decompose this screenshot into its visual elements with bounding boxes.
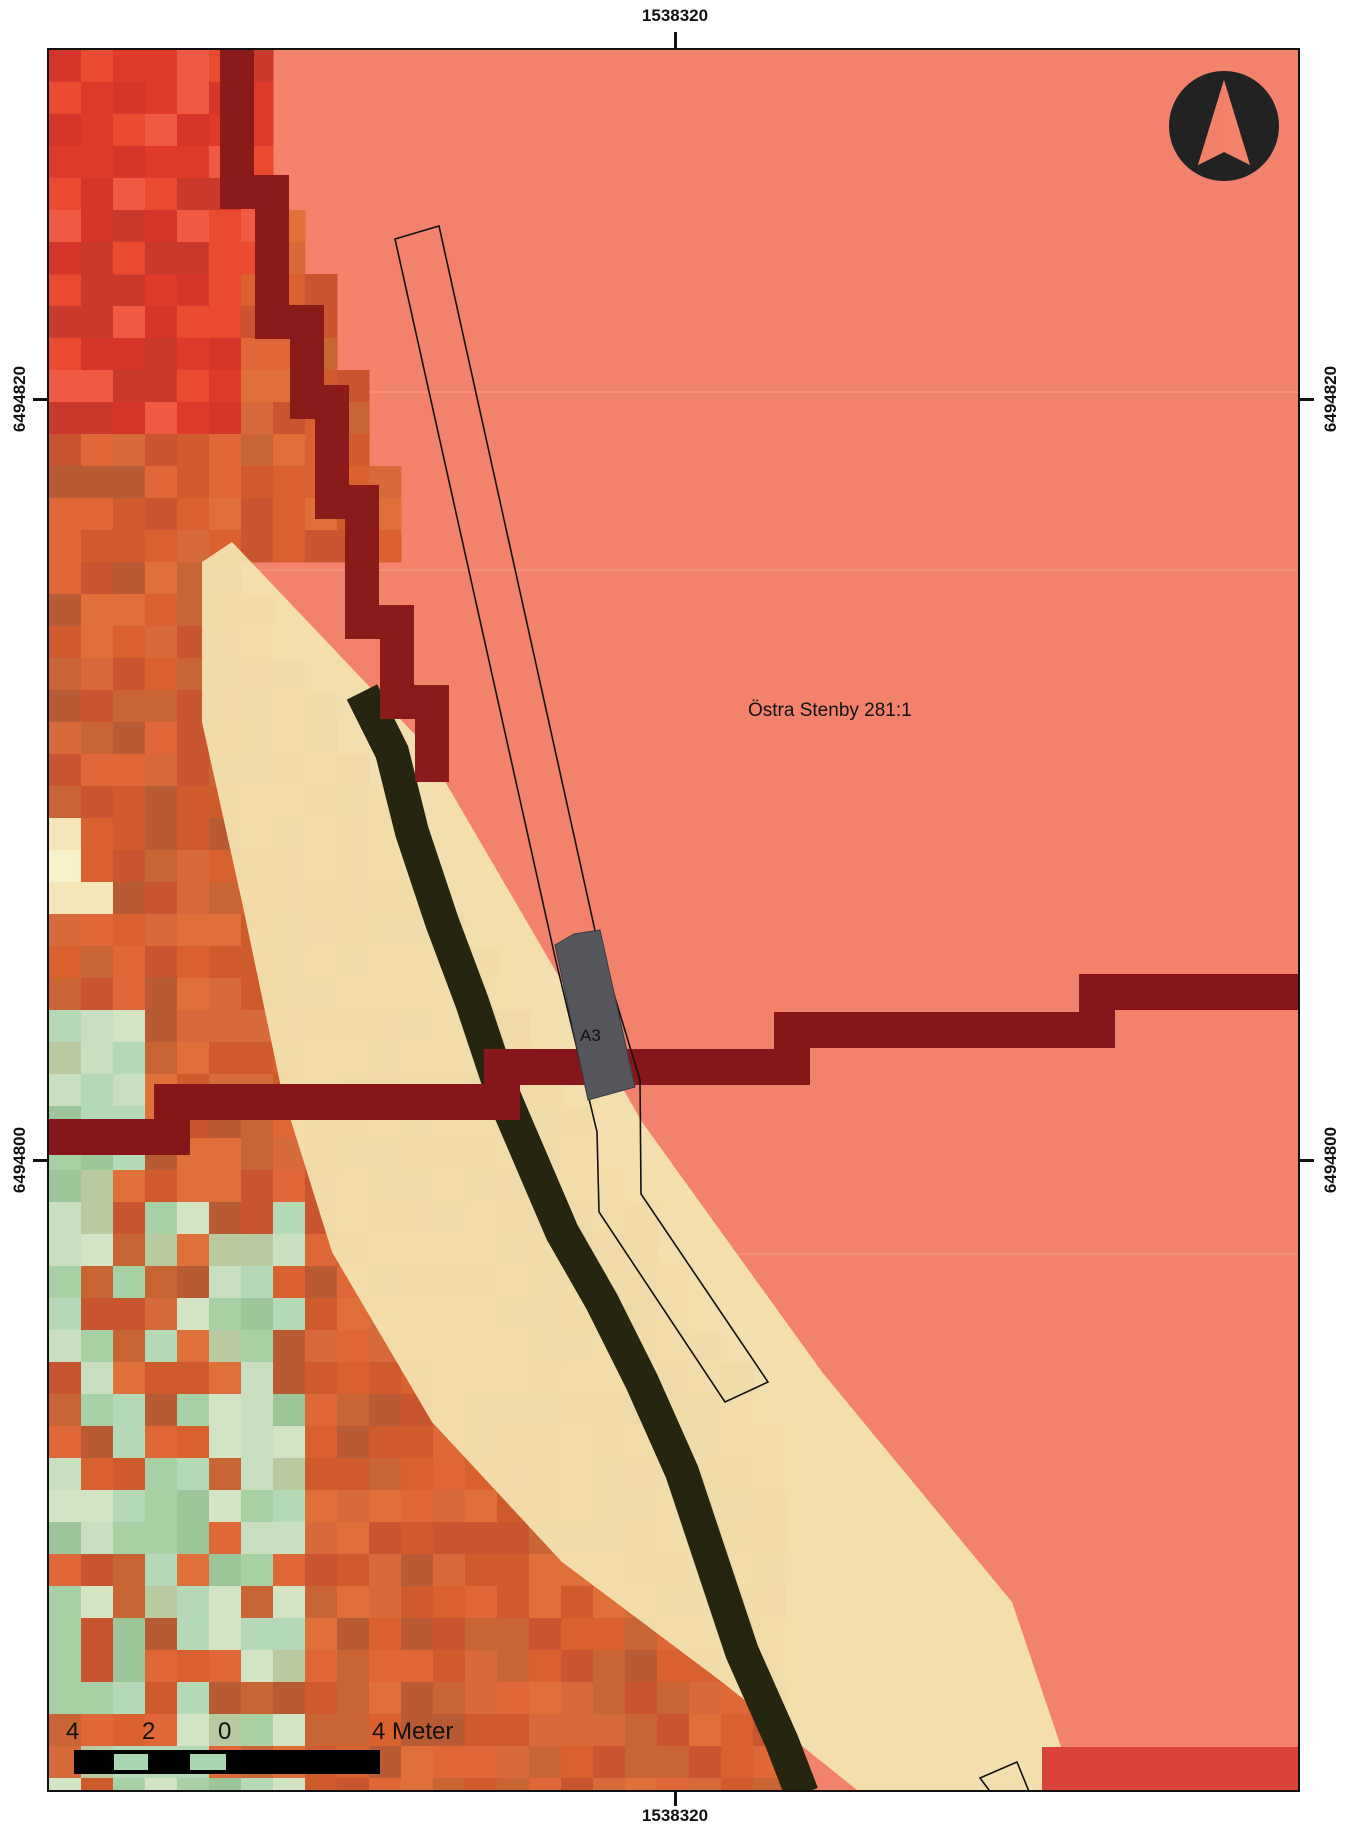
scale-tick-2: 2 [142,1718,156,1745]
tick-left-upper [33,398,47,401]
scale-bar-graphic [74,1750,380,1774]
x-coordinate-bottom: 1538320 [641,1806,709,1825]
y-coordinate-left-upper: 6494820 [10,365,29,433]
small-feature [978,1760,1030,1790]
parcel-label: Östra Stenby 281:1 [748,700,912,721]
scale-tick-0: 0 [218,1718,232,1745]
map-frame[interactable] [47,48,1300,1792]
trench-a3 [554,929,636,1101]
boundary-line-upper [220,50,449,782]
tick-right-upper [1300,398,1314,401]
trench-label: A3 [580,1026,601,1045]
y-coordinate-right-lower: 6494800 [1321,1126,1340,1194]
tick-right-lower [1300,1159,1314,1162]
tick-bottom [674,1792,677,1806]
tick-top [674,32,677,48]
y-coordinate-right-upper: 6494820 [1321,365,1340,433]
tick-left-lower [33,1159,47,1162]
scale-tick-end: 4 Meter [372,1718,454,1745]
boundary-line-horizontal [49,974,1298,1155]
dark-ditch-line [346,684,818,1790]
north-arrow-icon [1168,70,1280,182]
x-coordinate-top: 1538320 [641,6,709,25]
map-canvas[interactable] [49,50,1298,1790]
scale-tick-4: 4 [66,1718,80,1745]
y-coordinate-left-lower: 6494800 [10,1126,29,1194]
red-band-bottom [1042,1747,1298,1790]
